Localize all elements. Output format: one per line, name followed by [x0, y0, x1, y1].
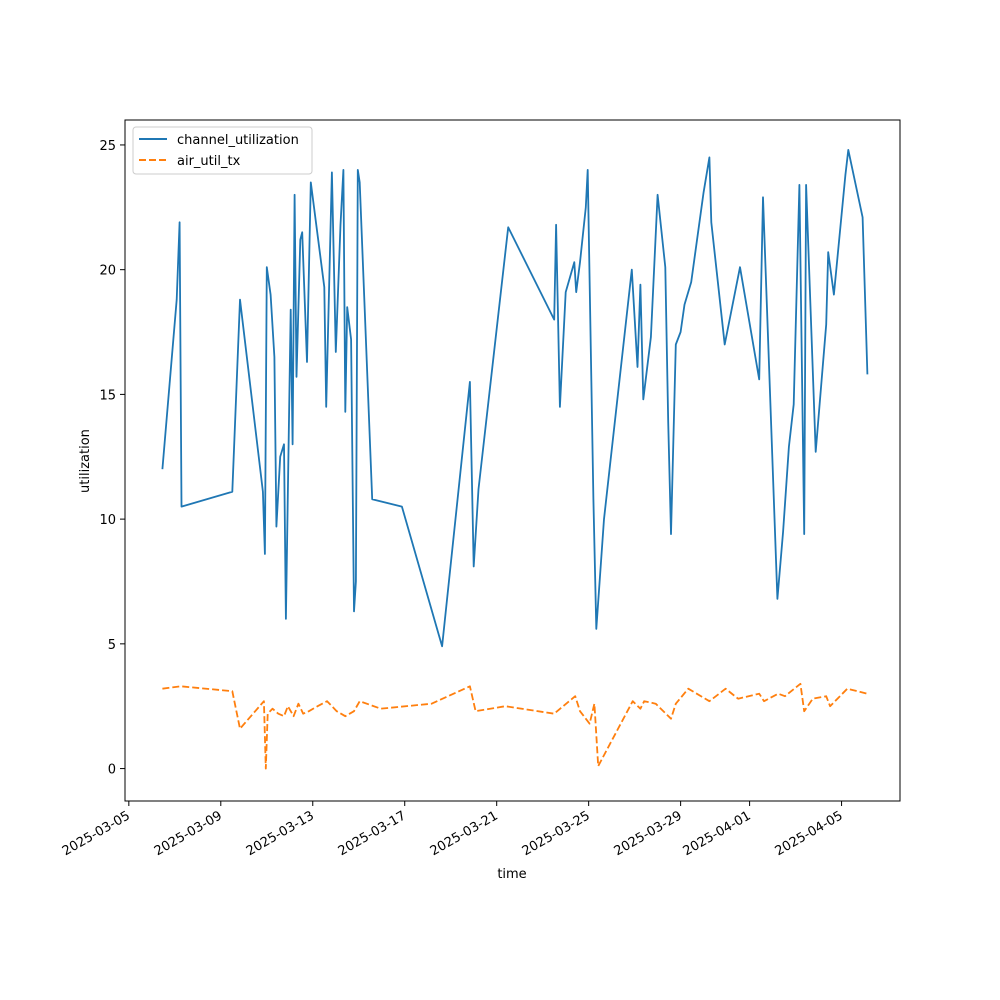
- y-axis-label: utilization: [78, 429, 93, 493]
- series-line-channel-utilization: [161, 148, 869, 648]
- y-tick-label: 15: [99, 388, 116, 403]
- plot-lines: [161, 148, 869, 770]
- y-tick-label: 10: [99, 513, 116, 528]
- y-tick-label: 20: [99, 264, 116, 279]
- legend-label-channel-utilization: channel_utilization: [177, 133, 299, 148]
- y-axis-ticks: 0 5 10 15 20 25: [99, 139, 125, 778]
- series-line-air-util-tx: [162, 682, 868, 770]
- y-tick-label: 25: [99, 139, 116, 154]
- x-axis-label: time: [497, 867, 526, 882]
- legend-box: [132, 126, 313, 175]
- legend: channel_utilization air_util_tx: [132, 126, 313, 175]
- y-tick-label: 0: [108, 763, 116, 778]
- legend-label-air-util-tx: air_util_tx: [177, 154, 241, 169]
- axes-frame: [124, 119, 901, 802]
- y-tick-label: 5: [108, 638, 116, 653]
